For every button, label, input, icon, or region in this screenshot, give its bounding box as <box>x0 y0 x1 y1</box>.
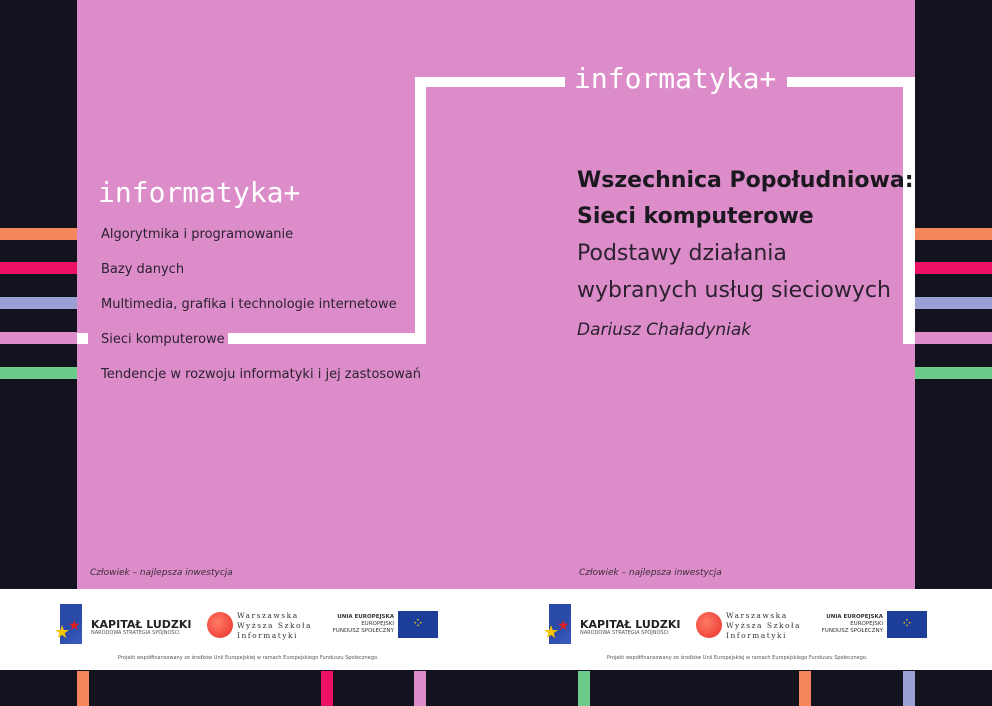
ue-label: UNIA EUROPEJSKA EUROPEJSKI FUNDUSZ SPOŁECZ… <box>332 614 394 634</box>
footer <box>0 589 992 670</box>
project-note: Projekt współfinansowany ze środków Unii… <box>118 655 379 661</box>
kapital-ludzki-logo-icon: ★ ★ <box>54 604 82 644</box>
title-line1: Wszechnica Popołudniowa: <box>577 168 914 193</box>
wwsi-logo: Warszawska Wyższa Szkoła Informatyki <box>237 611 312 640</box>
stripe <box>915 228 992 240</box>
stripe <box>0 297 77 309</box>
bottom-bar <box>77 671 89 706</box>
motto: Człowiek – najlepsza inwestycja <box>90 568 233 578</box>
stripe <box>915 332 992 344</box>
stripe <box>0 228 77 240</box>
menu-item-active: Sieci komputerowe <box>101 332 225 347</box>
project-note: Projekt współfinansowany ze środków Unii… <box>607 655 868 661</box>
path-line <box>415 77 565 87</box>
kapital-ludzki-label: KAPITAŁ LUDZKI <box>580 618 681 631</box>
menu-item: Tendencje w rozwoju informatyki i jej za… <box>101 367 421 382</box>
stripe <box>0 367 77 379</box>
path-line <box>77 333 88 344</box>
stripe <box>915 262 992 274</box>
bottom-bar <box>578 671 590 706</box>
kapital-ludzki-sub: NARODOWA STRATEGIA SPÓJNOŚCI <box>580 630 669 636</box>
wwsi-sphere-icon <box>207 612 233 638</box>
subtitle-line2: wybranych usług sieciowych <box>577 278 891 303</box>
path-line <box>228 333 426 344</box>
path-line <box>903 77 915 344</box>
brand-logo-top: informatyka+ <box>574 62 777 95</box>
bottom-bar <box>414 671 426 706</box>
bottom-bar <box>903 671 915 706</box>
title-line2: Sieci komputerowe <box>577 204 814 229</box>
menu-item: Bazy danych <box>101 262 185 277</box>
slide-panel <box>77 0 915 589</box>
ue-label: UNIA EUROPEJSKA EUROPEJSKI FUNDUSZ SPOŁECZ… <box>821 614 883 634</box>
path-line <box>787 77 915 87</box>
eu-flag-icon: ⁘ <box>398 611 438 638</box>
bottom-bar <box>321 671 333 706</box>
subtitle-line1: Podstawy działania <box>577 241 787 266</box>
motto: Człowiek – najlepsza inwestycja <box>579 568 722 578</box>
kapital-ludzki-sub: NARODOWA STRATEGIA SPÓJNOŚCI <box>91 630 180 636</box>
wwsi-logo: Warszawska Wyższa Szkoła Informatyki <box>726 611 801 640</box>
author: Dariusz Chaładyniak <box>577 320 752 340</box>
stripe <box>915 367 992 379</box>
stripe <box>915 297 992 309</box>
brand-logo: informatyka+ <box>98 176 301 209</box>
eu-flag-icon: ⁘ <box>887 611 927 638</box>
menu-item: Algorytmika i programowanie <box>101 227 294 242</box>
menu-item: Multimedia, grafika i technologie intern… <box>101 297 397 312</box>
kapital-ludzki-label: KAPITAŁ LUDZKI <box>91 618 192 631</box>
wwsi-sphere-icon <box>696 612 722 638</box>
stripe <box>0 262 77 274</box>
path-line <box>415 77 426 344</box>
kapital-ludzki-logo-icon: ★ ★ <box>543 604 571 644</box>
bottom-bar <box>799 671 811 706</box>
stripe <box>0 332 77 344</box>
